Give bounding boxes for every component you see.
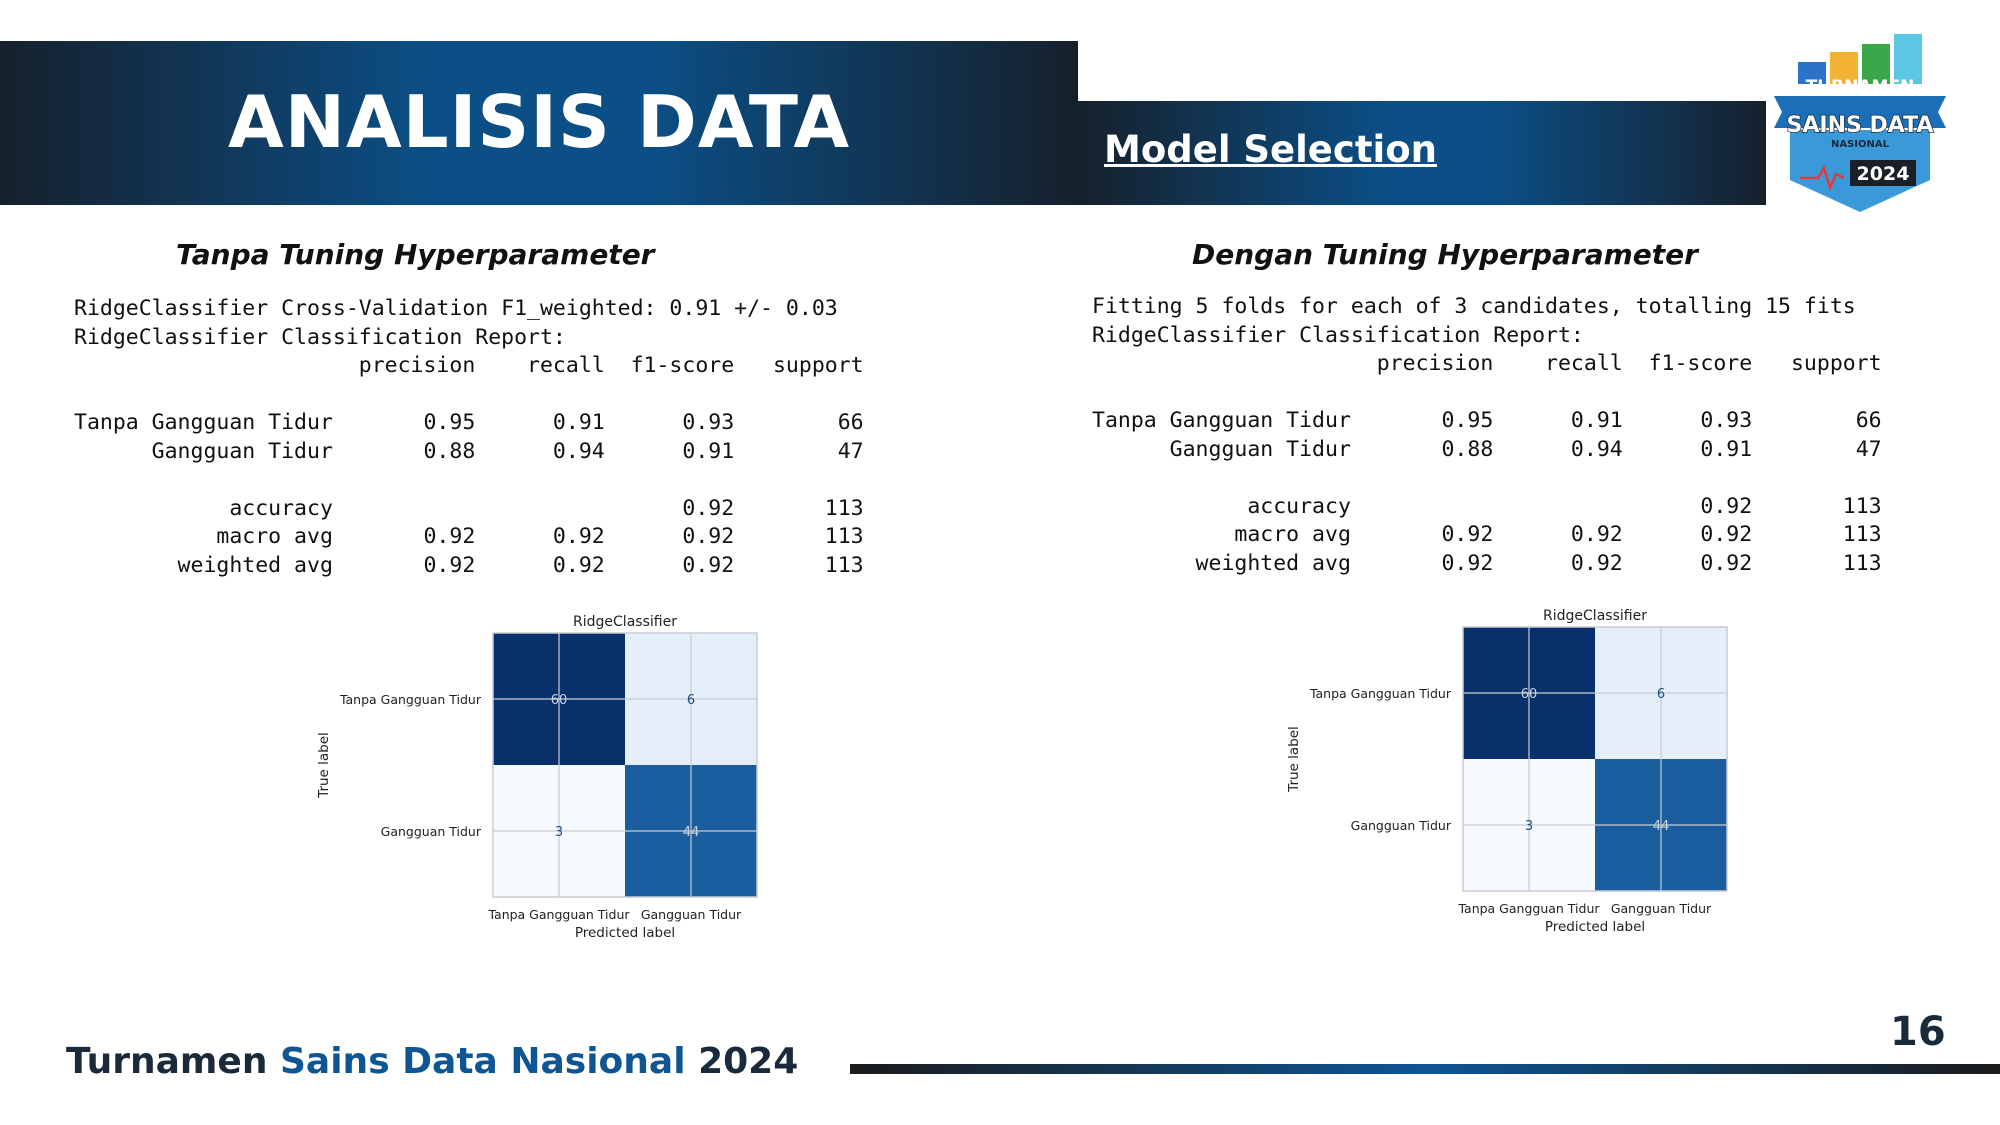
logo-year-box (1850, 160, 1916, 186)
right-cm-xtick-0: Tanpa Gangguan Tidur (1457, 901, 1600, 916)
right-cm-xlabel: Predicted label (1545, 919, 1645, 935)
left-classification-report: RidgeClassifier Cross-Validation F1_weig… (74, 296, 864, 578)
left-confusion-matrix: RidgeClassifier 60 6 3 44 Tanpa Gangguan Tidu… (310, 608, 780, 952)
left-cm-title: RidgeClassifier (573, 614, 677, 630)
logo-bar-green (1862, 44, 1890, 84)
left-section-title: Tanpa Tuning Hyperparameter (176, 238, 655, 271)
tsdn-logo: TURNAMEN SAINS DATA NASIONAL 2024 (1760, 30, 1960, 220)
logo-year: 2024 (1857, 163, 1910, 185)
footer-part1: Turnamen (66, 1041, 280, 1082)
right-confusion-matrix: RidgeClassifier 60 6 3 44 Tanpa Gangguan Tidu… (1280, 602, 1750, 946)
right-confusion-matrix-svg: RidgeClassifier 60 6 3 44 Tanpa Gangguan Tidu… (1286, 608, 1728, 935)
page-title: ANALISIS DATA (228, 80, 851, 164)
right-cm-frame (1462, 626, 1728, 892)
logo-line2: SAINS DATA (1787, 113, 1934, 138)
footer-part2: Sains Data Nasional (280, 1041, 686, 1082)
right-cm-ytick-1: Gangguan Tidur (1351, 818, 1452, 833)
left-cm-value-1-1: 44 (683, 825, 700, 840)
footer-title: Turnamen Sains Data Nasional 2024 (66, 1044, 798, 1080)
logo-ribbon (1774, 96, 1946, 128)
logo-bar-cyan (1894, 34, 1922, 84)
logo-line1: TURNAMEN (1806, 77, 1915, 97)
right-cm-ytick-0: Tanpa Gangguan Tidur (1309, 686, 1452, 701)
left-cm-value-0-1: 6 (687, 693, 695, 708)
left-confusion-matrix-svg: RidgeClassifier 60 6 3 44 Tanpa Gangguan Tidu… (316, 614, 758, 941)
left-cm-value-0-0: 60 (551, 693, 568, 708)
tsdn-logo-graphic: TURNAMEN SAINS DATA NASIONAL 2024 (1774, 34, 1946, 212)
right-cm-xtick-1: Gangguan Tidur (1611, 901, 1712, 916)
page-subtitle: Model Selection (1104, 128, 1437, 171)
footer-line (850, 1064, 2000, 1074)
page-number: 16 (1890, 1009, 1946, 1055)
right-cm-value-1-1: 44 (1653, 819, 1670, 834)
logo-bar-blue (1798, 62, 1826, 84)
right-section-title: Dengan Tuning Hyperparameter (1192, 238, 1698, 271)
left-cm-xtick-1: Gangguan Tidur (641, 907, 742, 922)
left-cm-xtick-0: Tanpa Gangguan Tidur (487, 907, 630, 922)
logo-heartbeat (1800, 164, 1845, 192)
right-cm-title: RidgeClassifier (1543, 608, 1647, 624)
left-cm-ylabel: True label (316, 732, 332, 799)
footer-part3: 2024 (685, 1041, 799, 1082)
right-cm-value-0-0: 60 (1521, 687, 1538, 702)
left-cm-value-1-0: 3 (555, 825, 563, 840)
left-cm-frame (492, 632, 758, 898)
right-cm-ylabel: True label (1286, 726, 1302, 793)
subtitle-banner (1078, 101, 1766, 205)
left-cm-xlabel: Predicted label (575, 925, 675, 941)
left-cm-ytick-0: Tanpa Gangguan Tidur (339, 692, 482, 707)
right-cm-value-0-1: 6 (1657, 687, 1665, 702)
right-classification-report: Fitting 5 folds for each of 3 candidates… (1092, 294, 1882, 576)
title-banner (0, 41, 1078, 205)
logo-line3: NASIONAL (1831, 139, 1890, 150)
logo-bar-yellow (1830, 52, 1858, 84)
right-cm-value-1-0: 3 (1525, 819, 1533, 834)
left-cm-ytick-1: Gangguan Tidur (381, 824, 482, 839)
